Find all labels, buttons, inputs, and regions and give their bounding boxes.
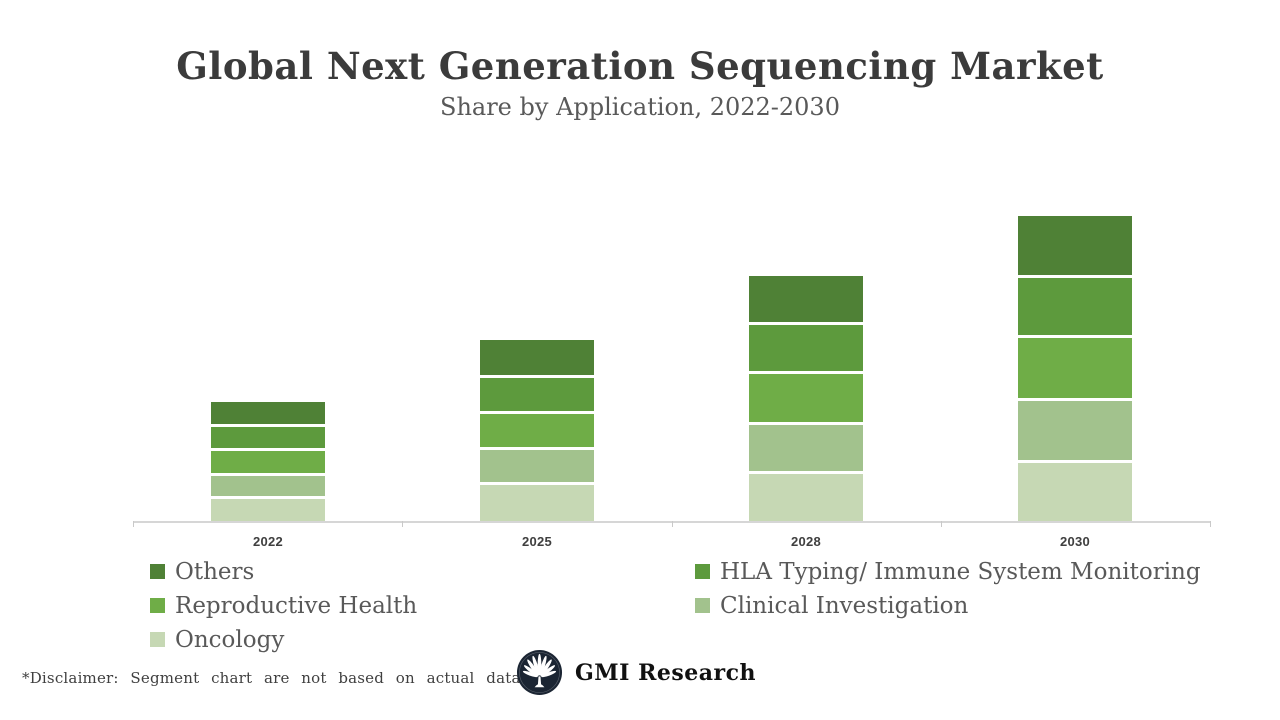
legend-swatch-icon xyxy=(695,564,710,579)
bar-segment-others xyxy=(1018,216,1132,275)
bar-segment-hla-typing-immune-system-monitoring xyxy=(480,378,594,411)
legend-column-right: HLA Typing/ Immune System Monitoring Clin… xyxy=(695,558,1201,619)
x-axis-label-2022: 2022 xyxy=(252,534,284,549)
bar-segment-hla-typing-immune-system-monitoring xyxy=(749,325,863,371)
bar-segment-reproductive-health xyxy=(211,451,325,473)
bar-segment-clinical-investigation xyxy=(480,450,594,482)
bar-segment-oncology xyxy=(211,499,325,521)
legend-label: Others xyxy=(175,558,255,585)
bar-segment-reproductive-health xyxy=(1018,338,1132,398)
stacked-bar-2025 xyxy=(480,340,594,521)
legend-item: Others xyxy=(150,558,417,585)
brand-logo: GMI Research xyxy=(516,649,756,696)
bar-segment-clinical-investigation xyxy=(211,476,325,496)
bar-segment-oncology xyxy=(480,485,594,521)
chart-subtitle: Share by Application, 2022-2030 xyxy=(440,93,840,121)
stacked-bar-2030 xyxy=(1018,216,1132,521)
legend-swatch-icon xyxy=(695,598,710,613)
legend-label: HLA Typing/ Immune System Monitoring xyxy=(720,558,1201,585)
brand-name: GMI Research xyxy=(575,659,756,686)
bar-segment-oncology xyxy=(749,474,863,521)
x-axis-tick xyxy=(941,521,942,527)
disclaimer-text: *Disclaimer: Segment chart are not based… xyxy=(22,669,521,687)
legend-item: Oncology xyxy=(150,626,417,653)
legend-item: Reproductive Health xyxy=(150,592,417,619)
x-axis-label-2030: 2030 xyxy=(1059,534,1091,549)
x-axis-tick xyxy=(672,521,673,527)
x-axis-tick xyxy=(133,521,134,527)
bar-segment-others xyxy=(211,402,325,424)
legend-swatch-icon xyxy=(150,598,165,613)
chart-title: Global Next Generation Sequencing Market xyxy=(176,44,1104,88)
legend-label: Clinical Investigation xyxy=(720,592,969,619)
x-axis-tick xyxy=(1210,521,1211,527)
bar-segment-reproductive-health xyxy=(749,374,863,422)
bar-segment-others xyxy=(749,276,863,322)
bar-segment-clinical-investigation xyxy=(749,425,863,471)
bar-segment-others xyxy=(480,340,594,375)
stacked-bar-2022 xyxy=(211,402,325,521)
bar-segment-reproductive-health xyxy=(480,414,594,447)
legend-label: Reproductive Health xyxy=(175,592,418,619)
legend-item: Clinical Investigation xyxy=(695,592,1201,619)
gmi-palm-logo-icon xyxy=(516,649,563,696)
stacked-bar-2028 xyxy=(749,276,863,521)
legend-swatch-icon xyxy=(150,564,165,579)
bar-segment-hla-typing-immune-system-monitoring xyxy=(1018,278,1132,335)
bar-segment-oncology xyxy=(1018,463,1132,521)
x-axis-label-2025: 2025 xyxy=(521,534,553,549)
legend-label: Oncology xyxy=(175,626,285,653)
legend-item: HLA Typing/ Immune System Monitoring xyxy=(695,558,1201,585)
x-axis-line xyxy=(133,521,1210,523)
bar-segment-hla-typing-immune-system-monitoring xyxy=(211,427,325,448)
x-axis-tick xyxy=(402,521,403,527)
legend-swatch-icon xyxy=(150,632,165,647)
bar-segment-clinical-investigation xyxy=(1018,401,1132,460)
x-axis-label-2028: 2028 xyxy=(790,534,822,549)
legend-column-left: Others Reproductive Health Oncology xyxy=(150,558,417,653)
